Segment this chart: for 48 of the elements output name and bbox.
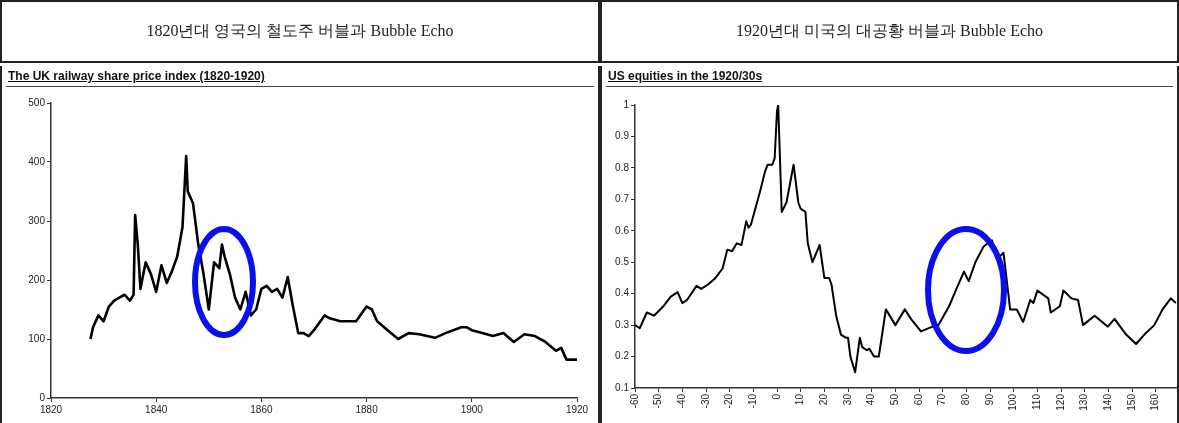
x-tick-label: -10 [747, 393, 759, 409]
y-tick-label: 100 [28, 332, 46, 344]
chart-subtitle: The UK railway share price index (1820-1920) [8, 69, 265, 83]
chart-title: 1820년대 영국의 철도주 버블과 Bubble Echo [0, 0, 600, 63]
x-tick-label: 1860 [250, 403, 273, 415]
x-tick-label: -30 [699, 393, 711, 409]
chart-title: 1920년대 미국의 대공황 버블과 Bubble Echo [600, 0, 1179, 63]
y-tick-label: 0.2 [615, 350, 630, 362]
x-tick-label: 1840 [145, 403, 168, 415]
x-tick-label: 80 [960, 393, 972, 406]
y-tick-label: 0.4 [615, 287, 630, 299]
x-tick-label: 30 [841, 393, 853, 406]
y-tick-label: 500 [28, 96, 46, 108]
x-tick-label: 0 [770, 393, 782, 400]
x-tick-label: 140 [1102, 393, 1114, 411]
x-tick-label: 100 [1007, 393, 1019, 411]
y-tick-label: 0.8 [615, 161, 630, 173]
x-tick-label: 20 [818, 393, 830, 406]
x-tick-label: 70 [936, 393, 948, 406]
x-tick-label: 150 [1125, 393, 1137, 411]
y-tick-label: 0.7 [615, 193, 630, 205]
x-tick-label: 1900 [460, 403, 484, 415]
y-tick-label: 400 [28, 155, 46, 167]
x-tick-label: 50 [889, 393, 901, 406]
x-tick-label: 10 [794, 393, 806, 406]
y-tick-label: 0.3 [615, 318, 630, 330]
chart-subtitle: US equities in the 1920/30s [608, 69, 763, 83]
x-tick-label: 60 [912, 393, 924, 406]
x-tick-label: -60 [628, 393, 640, 409]
x-tick-label: 1880 [355, 403, 379, 415]
x-tick-label: 90 [983, 393, 995, 406]
x-tick-label: 130 [1078, 393, 1090, 411]
y-tick-label: 200 [28, 273, 46, 285]
y-tick-label: 0.1 [615, 381, 630, 393]
x-tick-label: 40 [865, 393, 877, 406]
y-tick-label: 0.9 [615, 130, 630, 142]
x-tick-label: 1820 [39, 403, 63, 415]
x-tick-label: 160 [1149, 393, 1161, 411]
x-tick-label: -20 [723, 393, 735, 409]
x-tick-label: -50 [652, 393, 664, 409]
x-tick-label: -40 [676, 393, 688, 409]
y-tick-label: 300 [28, 214, 46, 226]
y-tick-label: 0.6 [615, 224, 630, 236]
x-tick-label: 120 [1054, 393, 1066, 411]
x-tick-label: 1920 [565, 403, 589, 415]
y-tick-label: 0.5 [615, 255, 630, 267]
y-tick-label: 1 [623, 98, 630, 110]
x-tick-label: 110 [1031, 393, 1043, 410]
